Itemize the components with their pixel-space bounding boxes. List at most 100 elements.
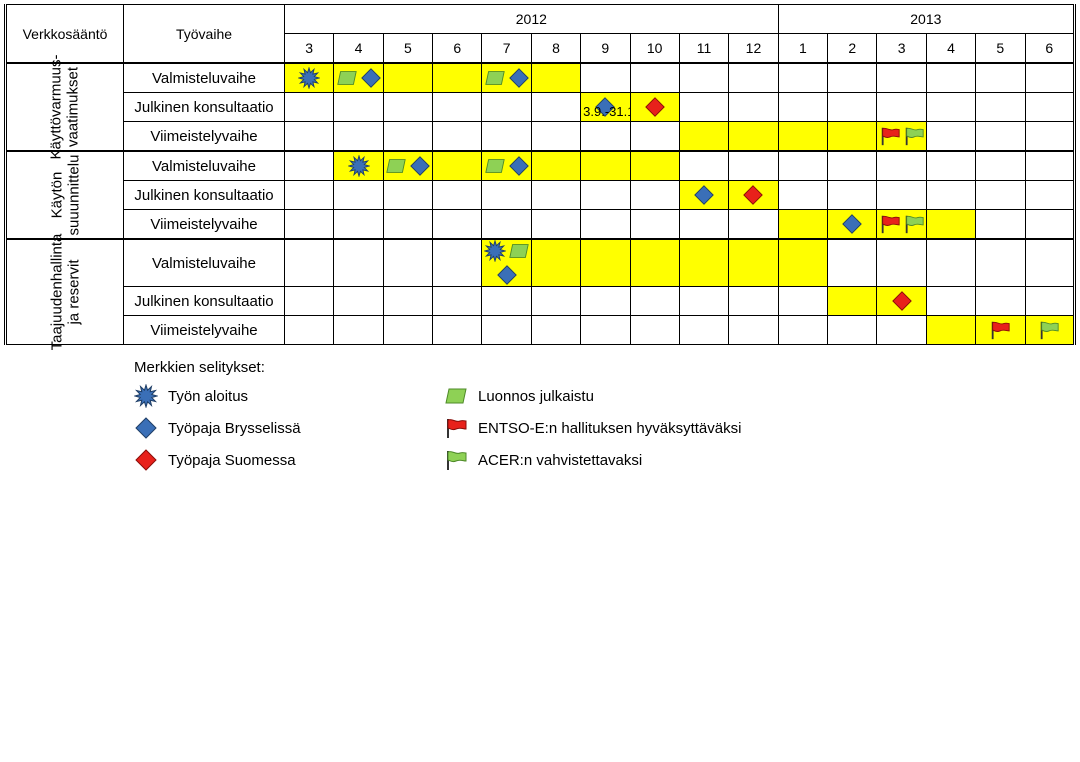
gantt-cell <box>828 93 877 122</box>
gantt-cell <box>778 181 827 210</box>
gantt-cell <box>828 239 877 287</box>
diamond_red-icon <box>644 96 666 118</box>
star-icon <box>348 155 370 177</box>
gantt-cell <box>482 287 531 316</box>
rhombus_green-icon <box>484 155 506 177</box>
col-header-month: 12 <box>729 34 778 64</box>
gantt-cell <box>630 181 679 210</box>
flag_green-icon <box>903 213 925 235</box>
gantt-cell <box>383 151 432 181</box>
flag_red-icon <box>989 319 1011 341</box>
legend: Merkkien selitykset: Työn aloitusLuonnos… <box>134 359 1076 472</box>
gantt-cell <box>581 181 630 210</box>
flag_red-icon <box>879 213 901 235</box>
gantt-cell <box>976 151 1025 181</box>
gantt-cell <box>1025 151 1075 181</box>
gantt-cell <box>630 316 679 345</box>
flag_green-icon <box>444 448 468 472</box>
phase-label: Valmisteluvaihe <box>124 239 285 287</box>
gantt-cell <box>433 151 482 181</box>
gantt-cell <box>679 287 728 316</box>
cell-icons <box>285 64 333 92</box>
gantt-cell <box>581 210 630 240</box>
gantt-cell <box>334 239 383 287</box>
diamond_red-icon <box>134 448 158 472</box>
gantt-cell <box>976 63 1025 93</box>
gantt-cell <box>531 122 580 152</box>
col-header-month: 4 <box>334 34 383 64</box>
gantt-cell <box>433 239 482 287</box>
gantt-cell <box>433 210 482 240</box>
gantt-cell <box>482 93 531 122</box>
gantt-cell <box>630 151 679 181</box>
gantt-cell <box>926 287 975 316</box>
diamond_blue-icon <box>508 155 530 177</box>
cell-icons <box>729 181 777 209</box>
gantt-cell <box>433 181 482 210</box>
gantt-cell <box>630 239 679 287</box>
col-header-month: 4 <box>926 34 975 64</box>
gantt-cell <box>383 181 432 210</box>
regulation-label: Käyttövarmuus-vaatimukset <box>6 63 124 151</box>
gantt-cell <box>284 122 333 152</box>
gantt-cell <box>581 287 630 316</box>
gantt-cell <box>877 151 926 181</box>
phase-label: Julkinen konsultaatio <box>124 287 285 316</box>
legend-item: Työpaja Suomessa <box>134 448 414 472</box>
gantt-cell <box>433 63 482 93</box>
col-header-year: 2012 <box>284 5 778 34</box>
gantt-cell <box>482 239 531 287</box>
flag_red-icon <box>879 125 901 147</box>
gantt-cell <box>976 316 1025 345</box>
gantt-cell <box>531 316 580 345</box>
gantt-cell <box>581 239 630 287</box>
col-header-month: 6 <box>433 34 482 64</box>
gantt-cell <box>334 122 383 152</box>
col-header-month: 5 <box>383 34 432 64</box>
gantt-cell <box>433 93 482 122</box>
regulation-label: Käytönsuuunnittelu <box>6 151 124 239</box>
gantt-cell <box>1025 181 1075 210</box>
legend-item: Työpaja Brysselissä <box>134 416 414 440</box>
gantt-table: VerkkosääntöTyövaihe20122013345678910111… <box>4 4 1076 345</box>
col-header-month: 10 <box>630 34 679 64</box>
col-header-month: 9 <box>581 34 630 64</box>
gantt-cell <box>778 151 827 181</box>
gantt-cell <box>630 287 679 316</box>
gantt-cell <box>581 316 630 345</box>
gantt-cell <box>729 122 778 152</box>
cell-icons <box>482 152 530 180</box>
gantt-cell <box>926 122 975 152</box>
diamond_blue-icon <box>508 67 530 89</box>
gantt-cell <box>334 181 383 210</box>
legend-item-label: ENTSO-E:n hallituksen hyväksyttäväksi <box>478 420 741 437</box>
gantt-cell <box>679 181 728 210</box>
gantt-cell <box>778 122 827 152</box>
gantt-cell <box>482 122 531 152</box>
gantt-cell <box>482 181 531 210</box>
gantt-cell <box>679 239 728 287</box>
table-body: Käyttövarmuus-vaatimuksetValmisteluvaihe… <box>6 63 1075 345</box>
diamond_blue-icon <box>409 155 431 177</box>
gantt-cell <box>581 151 630 181</box>
gantt-cell <box>976 239 1025 287</box>
rhombus_green-icon <box>508 240 530 262</box>
gantt-cell: 3.9.-31.10. <box>581 93 630 122</box>
gantt-cell <box>1025 316 1075 345</box>
gantt-cell <box>729 151 778 181</box>
gantt-cell <box>1025 122 1075 152</box>
gantt-cell <box>778 63 827 93</box>
gantt-cell <box>729 63 778 93</box>
diamond_red-icon <box>742 184 764 206</box>
regulation-label-text: Käytönsuuunnittelu <box>48 155 82 236</box>
phase-label: Valmisteluvaihe <box>124 151 285 181</box>
legend-grid: Työn aloitusLuonnos julkaistuTyöpaja Bry… <box>134 384 1076 472</box>
gantt-cell <box>284 316 333 345</box>
col-header-month: 11 <box>679 34 728 64</box>
gantt-cell <box>828 287 877 316</box>
gantt-cell <box>1025 93 1075 122</box>
gantt-cell <box>778 93 827 122</box>
gantt-cell <box>383 63 432 93</box>
star-icon <box>298 67 320 89</box>
gantt-cell <box>828 316 877 345</box>
